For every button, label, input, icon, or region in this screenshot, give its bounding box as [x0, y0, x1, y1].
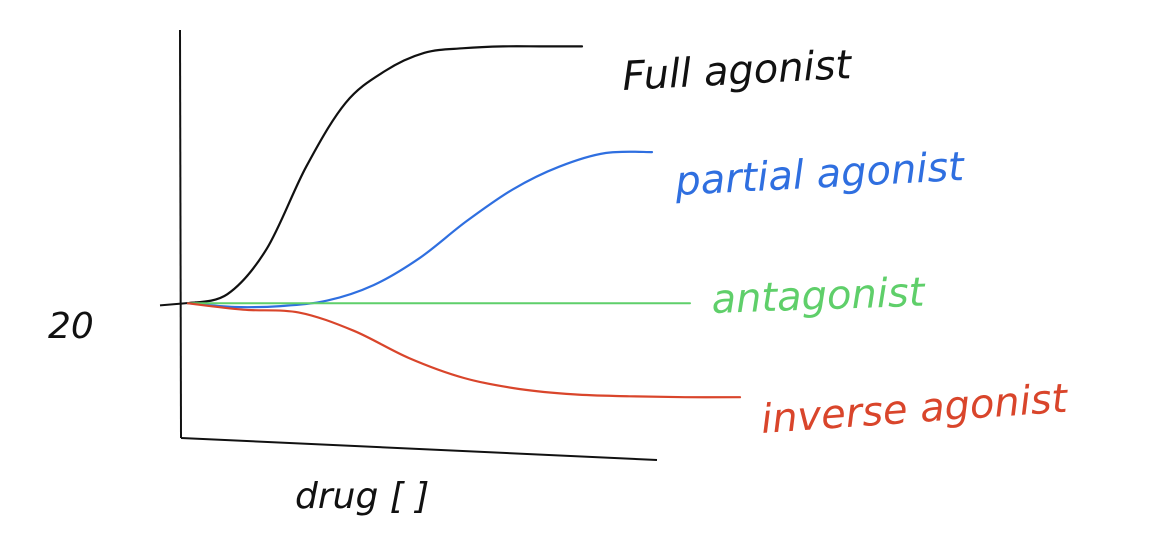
series-label-full-agonist: Full agonist — [621, 42, 853, 100]
x-axis-label: drug [ ] — [295, 476, 429, 517]
series-label-antagonist: antagonist — [711, 270, 927, 323]
series-line-full-agonist — [186, 45, 584, 305]
series-line-inverse-agonist — [186, 302, 742, 399]
series-label-partial-agonist: partial agonist — [673, 144, 966, 205]
y-axis-line — [179, 29, 182, 439]
series-line-partial-agonist — [186, 150, 654, 309]
labels: 20 drug [ ] Full agonist partial agonist… — [48, 42, 1070, 517]
y-tick-label-20: 20 — [48, 306, 94, 347]
x-axis-line — [180, 437, 658, 461]
series-label-inverse-agonist: inverse agonist — [759, 376, 1069, 443]
series-lines — [186, 45, 742, 399]
